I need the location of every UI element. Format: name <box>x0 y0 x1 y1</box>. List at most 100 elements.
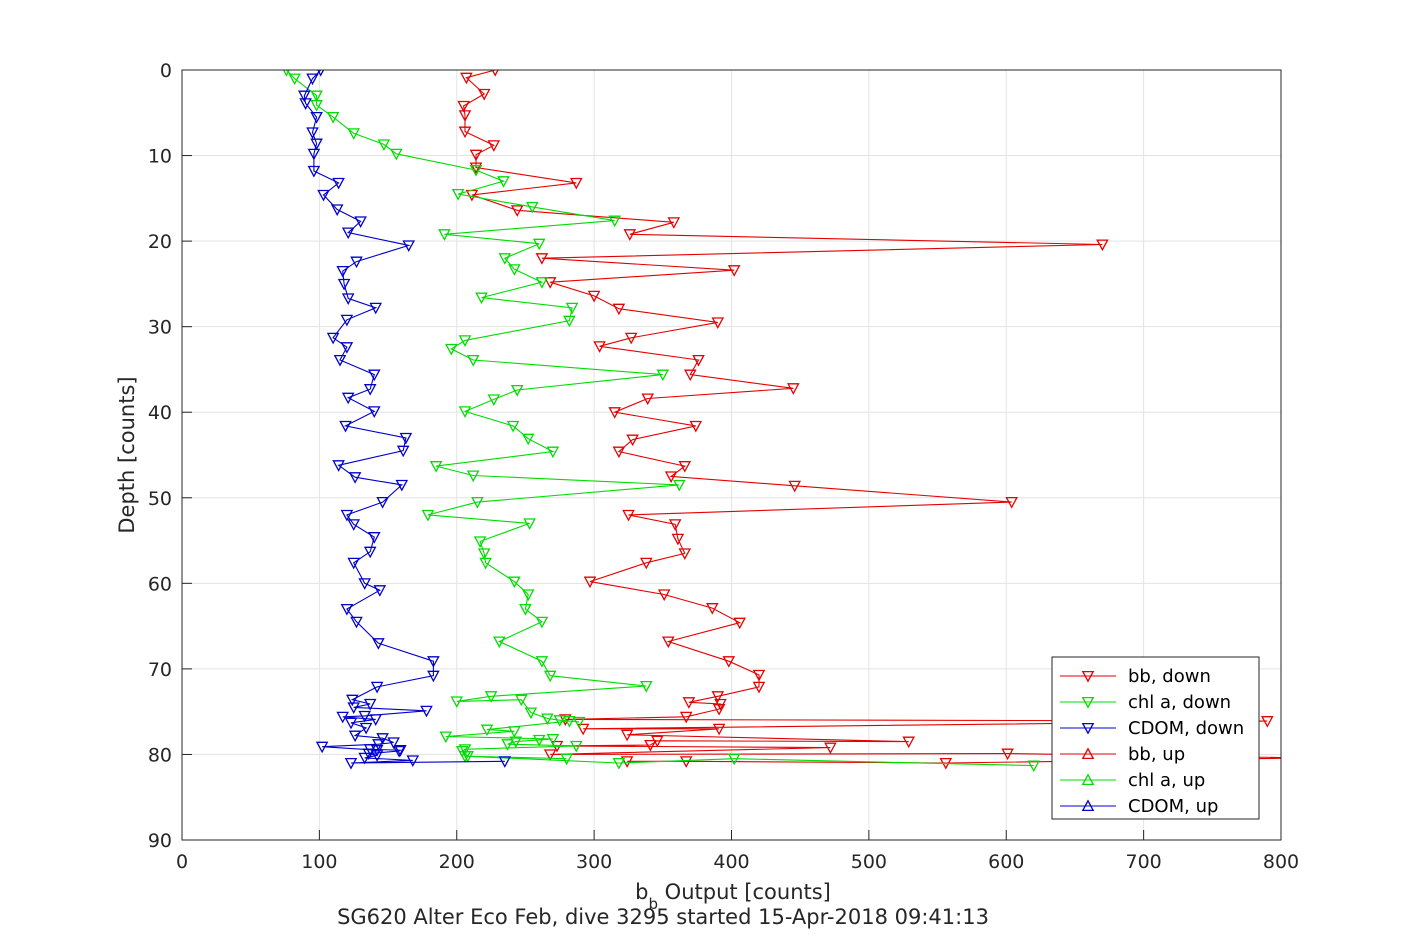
data-point <box>510 205 524 217</box>
data-point <box>1096 239 1109 252</box>
data-point <box>458 335 472 347</box>
data-point <box>363 384 377 396</box>
series-1 <box>282 70 1040 773</box>
legend-item: chl a, up <box>1060 770 1205 791</box>
data-point <box>671 533 685 546</box>
data-point <box>299 98 312 110</box>
data-point <box>377 139 391 151</box>
data-point <box>509 736 523 749</box>
data-point <box>306 127 319 140</box>
data-point <box>546 446 560 459</box>
data-point <box>508 264 521 276</box>
data-point <box>535 253 549 265</box>
data-point <box>612 757 626 770</box>
data-point <box>471 496 484 509</box>
data-point <box>1027 760 1040 773</box>
data-point <box>399 432 413 445</box>
data-point <box>341 227 355 240</box>
legend-item: CDOM, down <box>1060 718 1244 739</box>
data-point <box>508 576 521 589</box>
y-tick-label: 30 <box>148 317 172 339</box>
data-point <box>421 509 435 522</box>
data-point <box>535 277 549 289</box>
data-point <box>457 100 470 113</box>
data-point <box>572 716 586 729</box>
data-point <box>288 73 301 86</box>
data-point <box>712 704 726 716</box>
data-point <box>479 557 492 570</box>
data-point <box>368 406 381 418</box>
x-tick-label: 600 <box>988 851 1024 873</box>
data-point <box>376 496 389 509</box>
data-point <box>563 315 576 328</box>
data-point <box>344 757 358 770</box>
ticks: 0 100 200 300 400 500 600 700 800 0 10 20 30 40 50 60 70… <box>148 60 1299 873</box>
data-point <box>347 128 360 140</box>
data-point <box>298 90 311 103</box>
x-tick-label: 300 <box>576 851 612 873</box>
data-point <box>350 256 363 269</box>
data-point <box>344 717 358 730</box>
data-point <box>372 638 385 650</box>
x-axis-label: bb Output [counts] <box>635 880 831 913</box>
data-point <box>333 354 347 367</box>
data-point <box>339 420 352 433</box>
data-point <box>427 656 440 668</box>
data-point <box>706 603 719 615</box>
data-point <box>469 149 483 162</box>
data-point <box>330 204 344 217</box>
y-axis-label: Depth [counts] <box>115 376 139 533</box>
data-point <box>727 265 741 277</box>
legend-label: chl a, down <box>1128 692 1231 713</box>
legend-item: chl a, down <box>1060 692 1231 713</box>
data-point <box>450 696 463 708</box>
data-point <box>712 723 726 736</box>
x-axis-label-rest: Output [counts] <box>658 880 831 904</box>
data-point <box>363 698 377 711</box>
data-point <box>395 479 409 492</box>
data-point <box>387 737 400 750</box>
data-point <box>727 753 741 766</box>
data-point <box>396 445 410 458</box>
data-point <box>678 548 692 560</box>
data-point <box>678 461 692 473</box>
data-point <box>657 589 671 602</box>
data-point <box>477 548 491 560</box>
data-point <box>336 711 349 724</box>
data-point <box>469 165 483 177</box>
data-point <box>317 189 330 202</box>
data-point <box>644 739 657 752</box>
data-point <box>358 710 371 723</box>
data-point <box>348 472 362 484</box>
data-point <box>673 479 686 492</box>
data-point <box>526 201 539 214</box>
y-tick-label: 10 <box>148 146 172 168</box>
data-point <box>608 215 621 228</box>
data-point <box>340 509 354 522</box>
data-point <box>711 691 725 703</box>
legend-label: bb, down <box>1128 666 1211 687</box>
data-point <box>824 742 837 755</box>
legend-marker <box>1081 670 1095 683</box>
x-tick-label: 200 <box>439 851 475 873</box>
y-tick-label: 40 <box>148 402 172 424</box>
data-point <box>480 724 494 737</box>
data-point <box>376 733 389 745</box>
data-point <box>406 755 420 767</box>
legend-item: bb, down <box>1060 666 1211 687</box>
data-point <box>477 88 491 101</box>
x-axis-label-main: b <box>635 880 648 904</box>
data-point <box>1005 496 1018 509</box>
data-point <box>373 585 387 597</box>
legend-marker <box>1081 799 1095 812</box>
series-2 <box>298 70 512 770</box>
data-point <box>326 111 340 124</box>
data-point <box>722 656 736 668</box>
data-point <box>560 753 574 766</box>
data-point <box>733 617 746 630</box>
data-point <box>469 162 483 175</box>
data-point <box>310 90 323 103</box>
data-point <box>667 217 681 229</box>
y-tick-label: 50 <box>148 488 172 510</box>
data-point <box>315 741 329 754</box>
